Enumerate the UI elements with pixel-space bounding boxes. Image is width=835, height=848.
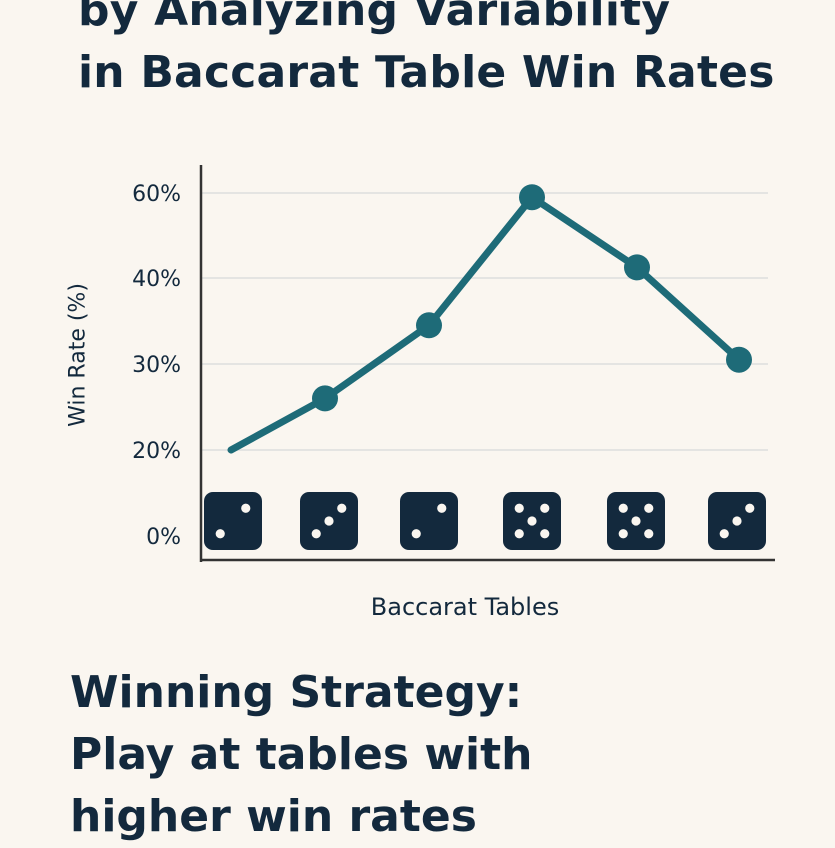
data-point — [624, 254, 650, 281]
die-pip — [324, 516, 334, 526]
die-icon — [503, 492, 561, 550]
die-pip — [745, 503, 755, 513]
die-pip — [514, 503, 524, 513]
chart-title: by Analyzing Variability in Baccarat Tab… — [78, 0, 775, 104]
strategy-line-2: Play at tables with — [70, 729, 533, 780]
die-body — [400, 492, 458, 550]
strategy-line-1: Winning Strategy: — [70, 667, 523, 718]
die-pip — [732, 516, 742, 526]
die-icon — [607, 492, 665, 550]
die-pip — [540, 503, 550, 513]
y-tick-label: 0% — [146, 525, 181, 550]
die-pip — [618, 503, 628, 513]
y-tick-label: 60% — [132, 182, 181, 207]
die-pip — [527, 516, 537, 526]
y-tick-label: 40% — [132, 267, 181, 292]
series — [227, 184, 752, 454]
die-pip — [644, 529, 654, 539]
die-pip — [644, 503, 654, 513]
die-pip — [241, 503, 251, 513]
die-pip — [311, 529, 321, 539]
grid-lines — [201, 192, 768, 451]
strategy-text: Winning Strategy: Play at tables with hi… — [70, 662, 532, 848]
strategy-line-3: higher win rates — [70, 791, 477, 842]
data-point — [312, 385, 338, 412]
die-icon — [708, 492, 766, 550]
title-line-1: by Analyzing Variability — [78, 0, 671, 36]
axes — [199, 165, 775, 562]
x-axis-label: Baccarat Tables — [370, 593, 560, 621]
x-category-dice — [204, 492, 766, 550]
title-line-2: in Baccarat Table Win Rates — [78, 47, 775, 98]
die-pip — [540, 529, 550, 539]
die-pip — [514, 529, 524, 539]
die-pip — [337, 503, 347, 513]
data-point — [519, 184, 545, 211]
y-axis-label: Win Rate (%) — [65, 283, 91, 427]
die-icon — [204, 492, 262, 550]
die-pip — [437, 503, 447, 513]
y-tick-labels: 0% 20% 30% 40% 60% — [132, 182, 181, 550]
die-pip — [618, 529, 628, 539]
die-pip — [411, 529, 421, 539]
y-tick-label: 20% — [132, 439, 181, 464]
die-body — [204, 492, 262, 550]
data-point — [726, 346, 752, 373]
series-line — [227, 193, 743, 454]
die-pip — [719, 529, 729, 539]
data-point — [416, 312, 442, 339]
die-icon — [300, 492, 358, 550]
die-icon — [400, 492, 458, 550]
die-pip — [215, 529, 225, 539]
die-pip — [631, 516, 641, 526]
y-tick-label: 30% — [132, 353, 181, 378]
